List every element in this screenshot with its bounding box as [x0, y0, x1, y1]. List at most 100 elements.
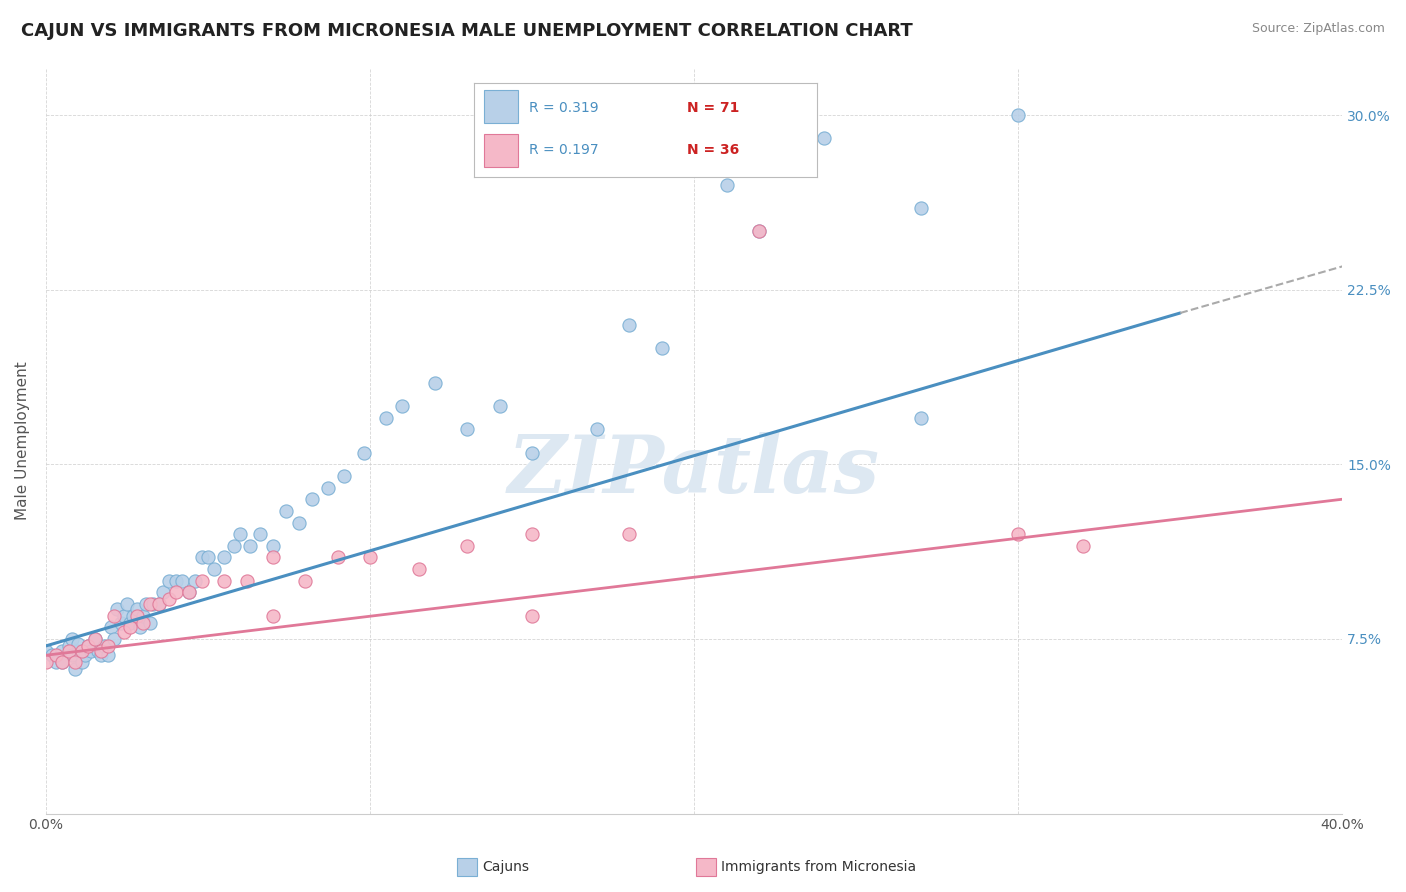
Point [63, 662, 86, 676]
Point [520, 445, 543, 459]
Point [138, 597, 160, 611]
Point [60, 648, 83, 663]
Point [316, 481, 339, 495]
Point [910, 201, 932, 215]
Point [294, 574, 316, 588]
Point [138, 615, 160, 630]
Point [619, 527, 641, 541]
Point [375, 410, 398, 425]
Point [456, 422, 478, 436]
Point [132, 608, 155, 623]
Point [326, 550, 349, 565]
Point [619, 318, 641, 332]
Point [333, 469, 356, 483]
Point [90, 643, 112, 657]
Point [103, 608, 125, 623]
Text: ZIPatlas: ZIPatlas [508, 432, 880, 509]
Point [115, 597, 138, 611]
Point [748, 225, 770, 239]
Point [910, 410, 932, 425]
Point [212, 550, 235, 565]
Point [262, 608, 284, 623]
Point [152, 585, 174, 599]
Point [70, 655, 93, 669]
Text: Source: ZipAtlas.com: Source: ZipAtlas.com [1251, 22, 1385, 36]
Point [105, 601, 128, 615]
Point [184, 574, 207, 588]
Point [148, 597, 170, 611]
Point [239, 539, 262, 553]
Point [93, 639, 115, 653]
Point [423, 376, 446, 390]
Point [204, 562, 226, 576]
Point [51, 643, 73, 657]
Point [58, 643, 80, 657]
Point [391, 399, 413, 413]
Point [77, 639, 100, 653]
Y-axis label: Male Unemployment: Male Unemployment [15, 361, 30, 520]
Point [58, 639, 80, 653]
Point [41, 648, 63, 663]
Point [80, 643, 103, 657]
Point [132, 615, 155, 630]
Point [87, 643, 110, 657]
Text: Immigrants from Micronesia: Immigrants from Micronesia [721, 860, 917, 874]
Point [165, 585, 187, 599]
Point [236, 574, 259, 588]
Point [177, 585, 200, 599]
Point [125, 608, 148, 623]
Point [1007, 527, 1029, 541]
Point [96, 648, 118, 663]
Point [301, 492, 323, 507]
Point [716, 178, 738, 192]
Point [112, 624, 135, 639]
Point [83, 632, 105, 646]
Point [262, 539, 284, 553]
Text: Cajuns: Cajuns [482, 860, 529, 874]
Point [129, 620, 152, 634]
Point [120, 620, 142, 634]
Point [197, 550, 219, 565]
Point [172, 574, 194, 588]
Point [586, 422, 609, 436]
Point [222, 539, 245, 553]
Point [813, 131, 835, 145]
Point [35, 643, 58, 657]
Point [157, 592, 180, 607]
Point [359, 550, 381, 565]
Point [651, 341, 673, 355]
Point [229, 527, 252, 541]
Point [1071, 539, 1094, 553]
Point [77, 639, 100, 653]
Point [100, 620, 122, 634]
Point [249, 527, 271, 541]
Point [70, 643, 93, 657]
Point [103, 632, 125, 646]
Point [60, 632, 83, 646]
Point [96, 639, 118, 653]
Point [125, 601, 148, 615]
Point [51, 655, 73, 669]
Point [1007, 108, 1029, 122]
Point [142, 597, 165, 611]
Point [177, 585, 200, 599]
Point [63, 655, 86, 669]
Point [110, 615, 132, 630]
Point [353, 445, 375, 459]
Point [73, 648, 96, 663]
Point [520, 527, 543, 541]
Point [45, 648, 67, 663]
Point [212, 574, 235, 588]
Point [520, 608, 543, 623]
Point [190, 574, 212, 588]
Point [148, 597, 170, 611]
Point [274, 504, 297, 518]
Point [135, 597, 157, 611]
Point [90, 648, 112, 663]
Point [408, 562, 430, 576]
Point [287, 516, 309, 530]
Point [157, 574, 180, 588]
Point [83, 632, 105, 646]
Point [120, 615, 142, 630]
Point [35, 655, 58, 669]
